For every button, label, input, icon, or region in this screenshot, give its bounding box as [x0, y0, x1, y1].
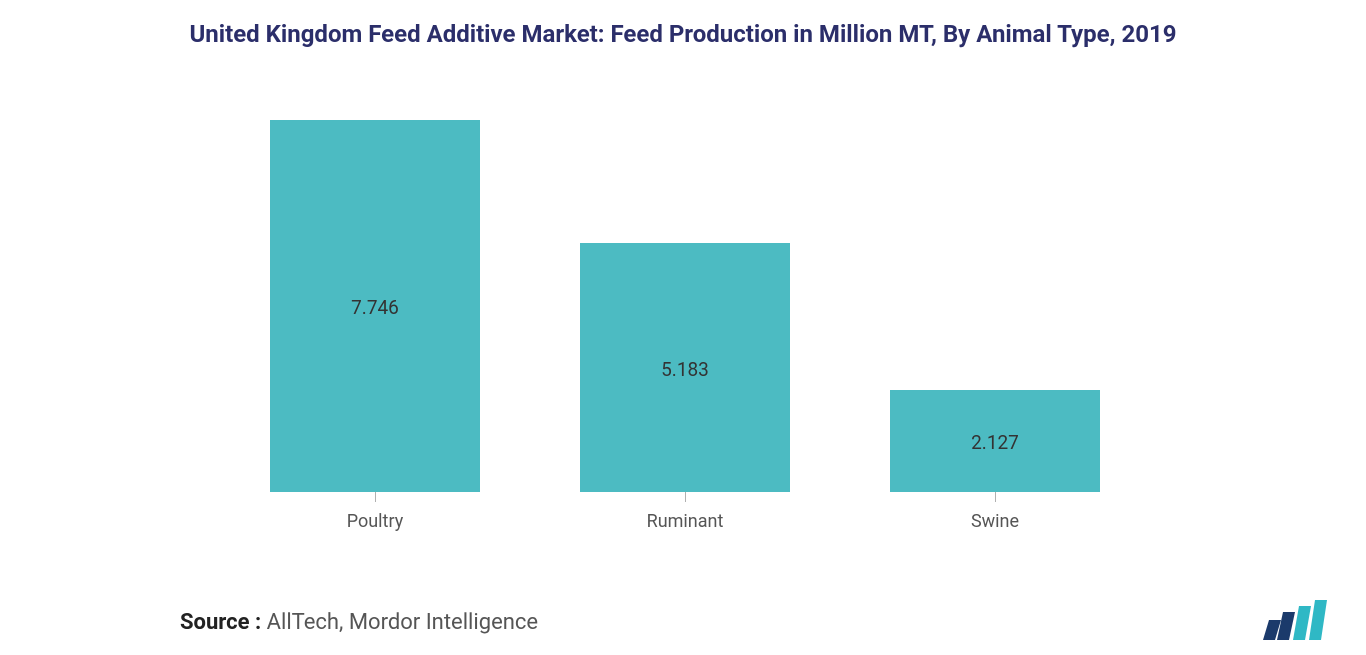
bar-group: 2.127Swine: [890, 390, 1100, 492]
source-label: Source :: [180, 610, 261, 635]
plot-area: 7.746Poultry 5.183Ruminant 2.127Swine: [180, 120, 1276, 492]
chart-container: United Kingdom Feed Additive Market: Fee…: [0, 0, 1366, 655]
axis-tick: [995, 492, 996, 502]
category-label: Ruminant: [580, 511, 790, 532]
axis-tick: [685, 492, 686, 502]
axis-tick: [375, 492, 376, 502]
bar-value-label: 5.183: [580, 358, 790, 381]
category-label: Swine: [890, 511, 1100, 532]
bar-value-label: 7.746: [270, 296, 480, 319]
bar-value-label: 2.127: [890, 431, 1100, 454]
bar-group: 7.746Poultry: [270, 120, 480, 492]
source-text: AllTech, Mordor Intelligence: [267, 610, 538, 635]
brand-logo: [1261, 600, 1331, 640]
category-label: Poultry: [270, 511, 480, 532]
bar-group: 5.183Ruminant: [580, 243, 790, 492]
source-line: Source : AllTech, Mordor Intelligence: [180, 610, 538, 635]
chart-title: United Kingdom Feed Additive Market: Fee…: [0, 0, 1366, 50]
